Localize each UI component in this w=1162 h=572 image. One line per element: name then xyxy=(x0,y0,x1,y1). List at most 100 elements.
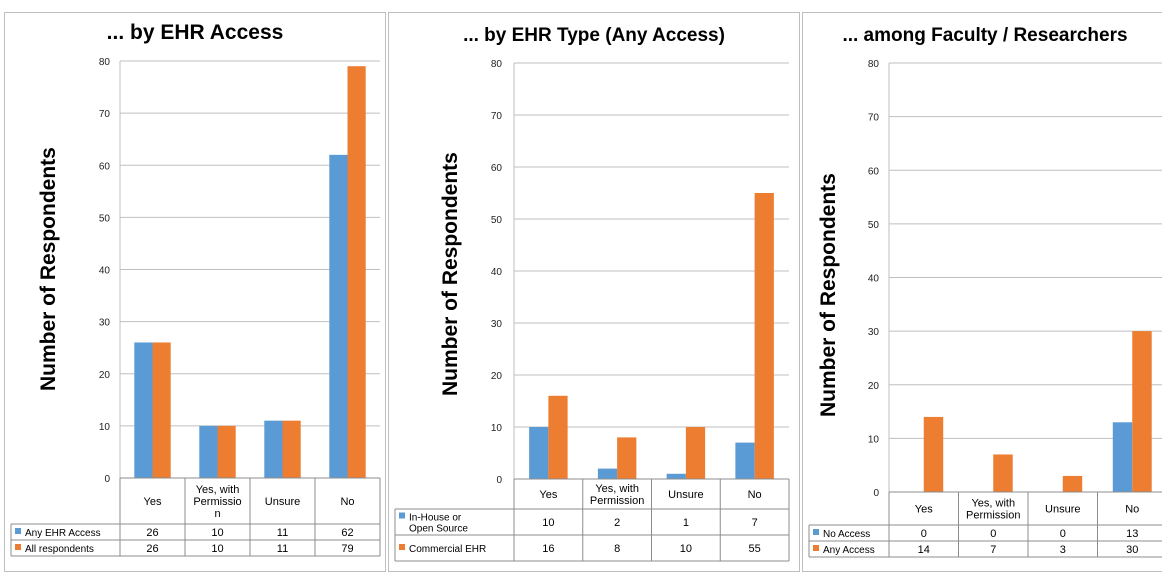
y-tick-label: 30 xyxy=(491,319,503,330)
legend-swatch xyxy=(813,545,819,551)
y-tick-label: 50 xyxy=(99,213,111,224)
bar xyxy=(329,154,348,478)
x-category-label: Permission xyxy=(966,510,1020,522)
y-tick-label: 70 xyxy=(99,109,111,120)
legend-swatch xyxy=(399,512,405,519)
y-tick-label: 80 xyxy=(868,59,880,70)
table-value: 0 xyxy=(990,528,996,540)
bar xyxy=(735,442,755,479)
x-category-label: Unsure xyxy=(1045,504,1080,516)
bar xyxy=(1132,331,1152,492)
chart-title: ... by EHR Access xyxy=(106,21,284,44)
bar xyxy=(993,454,1013,492)
bar xyxy=(264,420,283,478)
y-tick-label: 60 xyxy=(868,166,880,177)
bar xyxy=(152,342,171,478)
legend-label: No Access xyxy=(823,529,870,540)
x-category-label: No xyxy=(748,489,762,501)
bar xyxy=(347,66,366,479)
legend-label: Commercial EHR xyxy=(409,544,486,555)
legend-label: All respondents xyxy=(25,544,94,555)
y-tick-label: 0 xyxy=(104,474,110,485)
x-category-label: Yes xyxy=(539,489,557,501)
bar xyxy=(617,437,637,479)
y-tick-label: 40 xyxy=(99,266,111,277)
table-value: 14 xyxy=(918,544,930,556)
x-category-label: Unsure xyxy=(265,496,300,508)
bar xyxy=(134,342,153,478)
x-category-label: Yes xyxy=(144,496,162,508)
y-tick-label: 40 xyxy=(491,267,503,278)
chart-panel-faculty: ... among Faculty / Researchers Number o… xyxy=(802,12,1162,572)
x-category-label: n xyxy=(214,508,220,520)
table-value: 30 xyxy=(1126,544,1138,556)
y-tick-label: 20 xyxy=(868,381,880,392)
bar xyxy=(282,420,301,478)
bar xyxy=(597,468,618,479)
table-value: 7 xyxy=(752,517,758,529)
y-tick-label: 10 xyxy=(491,423,503,434)
table-value: 10 xyxy=(542,517,554,529)
table-value: 16 xyxy=(542,543,554,555)
table-value: 10 xyxy=(211,527,223,539)
y-tick-label: 50 xyxy=(868,220,880,231)
bar xyxy=(529,427,549,479)
x-category-label: No xyxy=(1125,504,1139,516)
y-tick-label: 70 xyxy=(491,111,503,122)
legend-swatch xyxy=(15,528,21,534)
y-tick-label: 70 xyxy=(868,113,880,124)
table-value: 3 xyxy=(1060,544,1066,556)
table-value: 7 xyxy=(990,544,996,556)
table-value: 26 xyxy=(146,527,158,539)
y-tick-label: 20 xyxy=(99,370,111,381)
bar xyxy=(923,416,944,492)
x-category-label: Yes, with xyxy=(595,483,639,495)
y-tick-label: 30 xyxy=(99,318,111,329)
y-tick-label: 10 xyxy=(868,434,880,445)
x-category-label: No xyxy=(340,496,354,508)
y-tick-label: 80 xyxy=(99,57,111,68)
y-tick-label: 60 xyxy=(99,161,111,172)
table-value: 55 xyxy=(749,543,761,555)
y-tick-label: 30 xyxy=(868,327,880,338)
table-value: 0 xyxy=(1060,528,1066,540)
bar xyxy=(1112,422,1133,492)
table-value: 13 xyxy=(1126,528,1138,540)
table-value: 62 xyxy=(341,527,353,539)
x-category-label: Yes xyxy=(915,504,933,516)
x-category-label: Yes, with xyxy=(971,498,1015,510)
bar xyxy=(685,427,706,479)
legend-swatch xyxy=(813,529,819,535)
table-value: 79 xyxy=(341,543,353,555)
table-value: 26 xyxy=(146,543,158,555)
y-tick-label: 50 xyxy=(491,215,503,226)
table-value: 11 xyxy=(277,543,288,555)
table-value: 8 xyxy=(614,543,620,555)
table-value: 1 xyxy=(683,517,689,529)
table-value: 11 xyxy=(277,527,288,539)
x-category-label: Unsure xyxy=(668,489,703,501)
legend-label: Any EHR Access xyxy=(25,528,101,539)
chart-panel-ehr-access: ... by EHR Access Number of Respondents … xyxy=(4,12,386,572)
bar xyxy=(199,425,218,478)
y-tick-label: 80 xyxy=(491,59,503,70)
legend-label: Open Source xyxy=(409,524,468,535)
y-tick-label: 20 xyxy=(491,371,503,382)
bar xyxy=(666,473,686,479)
legend-label: In-House or xyxy=(409,513,462,524)
x-category-label: Permissio xyxy=(193,496,241,508)
bar xyxy=(217,425,236,478)
bar xyxy=(548,395,568,479)
chart-title: ... among Faculty / Researchers xyxy=(842,25,1128,46)
x-category-label: Yes, with xyxy=(196,484,240,496)
table-value: 10 xyxy=(680,543,692,555)
y-tick-label: 0 xyxy=(496,475,502,486)
legend-swatch xyxy=(399,544,405,550)
y-tick-label: 60 xyxy=(491,163,503,174)
table-value: 0 xyxy=(921,528,927,540)
legend-label: Any Access xyxy=(823,545,875,556)
y-tick-label: 0 xyxy=(873,488,879,499)
y-tick-label: 10 xyxy=(99,422,111,433)
